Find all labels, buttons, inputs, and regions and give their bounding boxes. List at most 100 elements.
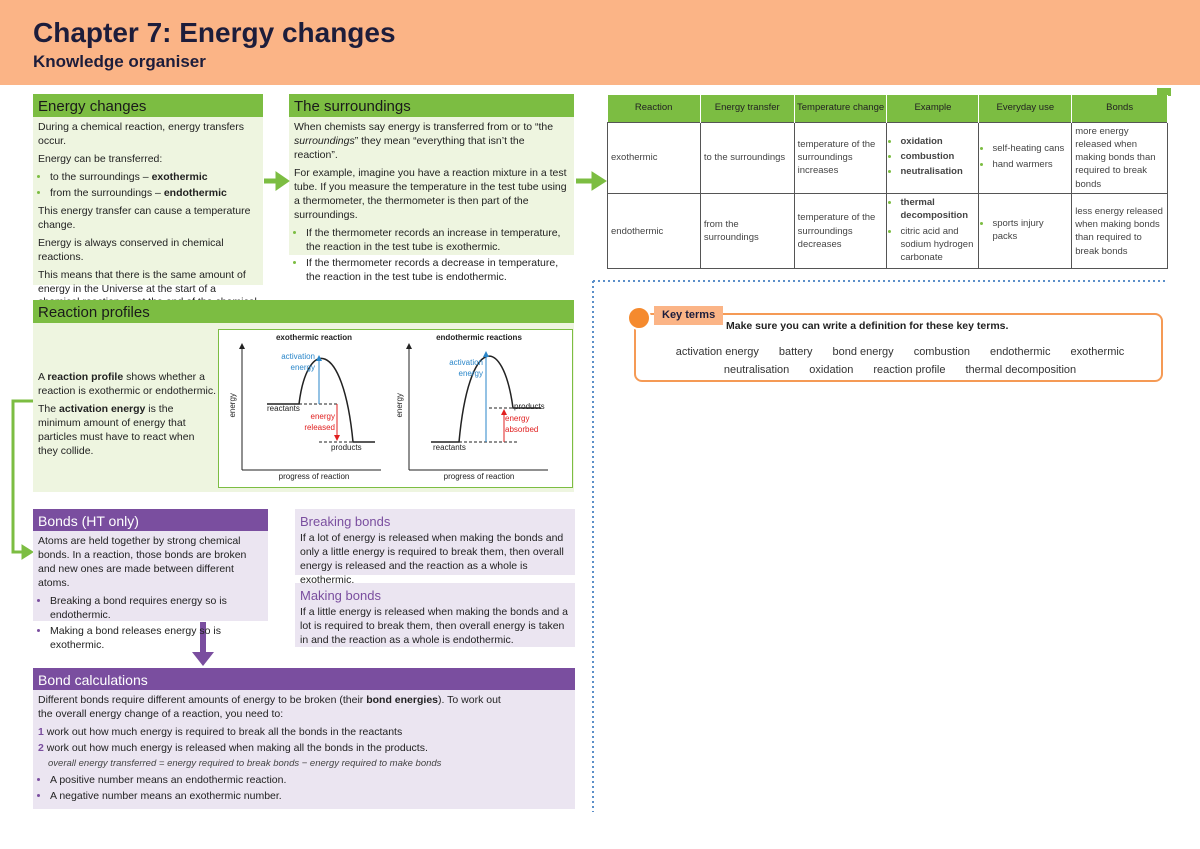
bullet: Making a bond releases energy so is exot… — [50, 625, 263, 653]
bullet: A positive number means an endothermic r… — [50, 774, 570, 788]
cell: to the surroundings — [699, 121, 795, 194]
heading: Bond calculations — [33, 668, 575, 690]
heading: Reaction profiles — [33, 300, 574, 323]
cell: from the surroundings — [699, 192, 795, 270]
header-cell: Reaction — [607, 95, 701, 122]
text: The activation energy is the minimum amo… — [38, 403, 216, 459]
bullet: from the surroundings – endothermic — [50, 187, 258, 201]
axis-label: progress of reaction — [443, 472, 515, 481]
bullet: oxidation — [900, 135, 975, 148]
header-cell: Everyday use — [978, 95, 1073, 122]
text: When chemists say energy is transferred … — [294, 121, 569, 163]
term: reaction profile — [873, 363, 946, 376]
term: activation energy — [59, 402, 146, 415]
bullet: citric acid and sodium hydrogen carbonat… — [900, 225, 975, 265]
subtitle: Knowledge organiser — [33, 52, 206, 71]
bullet: sports injury packs — [992, 217, 1068, 244]
step: 2 work out how much energy is released w… — [38, 742, 570, 756]
text: If a little energy is released when maki… — [300, 606, 568, 647]
bullet: A negative number means an exothermic nu… — [50, 790, 570, 804]
term: combustion — [913, 346, 970, 358]
step-number: 1 — [38, 725, 44, 738]
cell: sports injury packs — [978, 192, 1073, 270]
text: ” they mean “everything that isn’t the r… — [294, 134, 525, 161]
text: During a chemical reaction, energy trans… — [38, 121, 245, 147]
text: If a lot of energy is released when maki… — [300, 532, 564, 587]
header-cell: Example — [886, 95, 980, 122]
list: to the surroundings – exothermic from th… — [38, 171, 258, 201]
text: from the surroundings – — [50, 186, 164, 199]
text: to the surroundings – — [50, 170, 152, 183]
cell: oxidation combustion neutralisation — [886, 121, 980, 194]
term: surroundings — [294, 134, 355, 147]
label: products — [514, 402, 545, 411]
cell: less energy released when making bonds t… — [1071, 192, 1168, 270]
text: work out how much energy is required to … — [46, 725, 403, 738]
header-cell: Temperature change — [794, 95, 888, 122]
term: reaction profile — [47, 371, 124, 383]
text: When chemists say energy is transferred … — [294, 121, 554, 133]
term: bond energy — [832, 346, 894, 358]
axis-label: progress of reaction — [278, 472, 350, 481]
list: Breaking a bond requires energy so is en… — [38, 595, 263, 653]
text: This energy transfer can cause a tempera… — [38, 204, 251, 231]
label: activation energy — [449, 358, 483, 378]
dotted-divider — [592, 280, 1168, 812]
cell: thermal decomposition citric acid and sod… — [886, 192, 980, 270]
green-arrows — [11, 171, 607, 560]
diagram-title: endothermic reactions — [436, 333, 522, 342]
text: Different bonds require different amount… — [38, 694, 508, 722]
bullet: Breaking a bond requires energy so is en… — [50, 595, 263, 623]
bullet: neutralisation — [900, 165, 975, 178]
profile-diagrams — [239, 343, 548, 471]
cell: endothermic — [607, 192, 701, 270]
row: endothermic from the surroundings temper… — [607, 192, 1168, 270]
axis-label: energy — [394, 393, 404, 418]
key-terms-label: Key terms — [654, 306, 724, 325]
axis-label: energy — [227, 393, 237, 418]
bullet: to the surroundings – exothermic — [50, 171, 258, 185]
bullet: If the thermometer records a decrease in… — [306, 257, 569, 285]
term: exothermic — [151, 170, 208, 183]
diagram-title: exothermic reaction — [275, 333, 353, 342]
cell: more energy released when making bonds t… — [1071, 121, 1168, 194]
tab — [1157, 88, 1171, 96]
label: reactants — [433, 443, 466, 452]
header-cell: Bonds — [1071, 95, 1168, 122]
term: endothermic — [989, 346, 1051, 358]
label: products — [331, 443, 362, 452]
cell: temperature of the surroundings decrease… — [793, 192, 888, 270]
heading: Bonds (HT only) — [33, 509, 268, 531]
surroundings: The surroundings When chemists say energ… — [289, 94, 574, 283]
purple-arrow — [192, 622, 214, 666]
instruction: Make sure you can write a definition for… — [726, 320, 1009, 332]
cell: self-heating cans hand warmers — [978, 121, 1073, 194]
row: exothermic to the surroundings temperatu… — [607, 121, 1168, 194]
text: A — [38, 371, 48, 383]
step: 1 work out how much energy is required t… — [38, 726, 570, 740]
text: is the minimum amount of energy that par… — [38, 402, 195, 457]
breaking-bonds: Breaking bonds If a lot of energy is rel… — [295, 509, 575, 586]
step-number: 2 — [38, 741, 44, 754]
text-block: A reaction profile shows whether a react… — [38, 371, 216, 459]
heading: Making bonds — [300, 588, 381, 603]
term: activation energy — [675, 346, 759, 358]
term: combustion — [900, 151, 955, 163]
text: Atoms are held together by strong chemic… — [38, 535, 247, 589]
heading: The surroundings — [289, 94, 574, 117]
term: bond energies — [366, 694, 438, 706]
term: neutralisation — [900, 166, 963, 178]
label: reactants — [267, 404, 300, 413]
title: Chapter 7: Energy changes — [33, 17, 396, 48]
label: energy absorbed — [505, 414, 539, 434]
header-row: Reaction Energy transfer Temperature cha… — [607, 95, 1168, 122]
heading: Energy changes — [33, 94, 263, 117]
term: battery — [778, 346, 813, 358]
text: shows whether a reaction is exothermic o… — [38, 371, 216, 397]
bullet: combustion — [900, 150, 975, 163]
header-cell: Energy transfer — [700, 95, 795, 122]
body: Atoms are held together by strong chemic… — [33, 531, 268, 651]
endothermic-diagram — [406, 343, 548, 471]
label: activation energy — [281, 352, 315, 372]
list: If the thermometer records an increase i… — [294, 227, 569, 285]
